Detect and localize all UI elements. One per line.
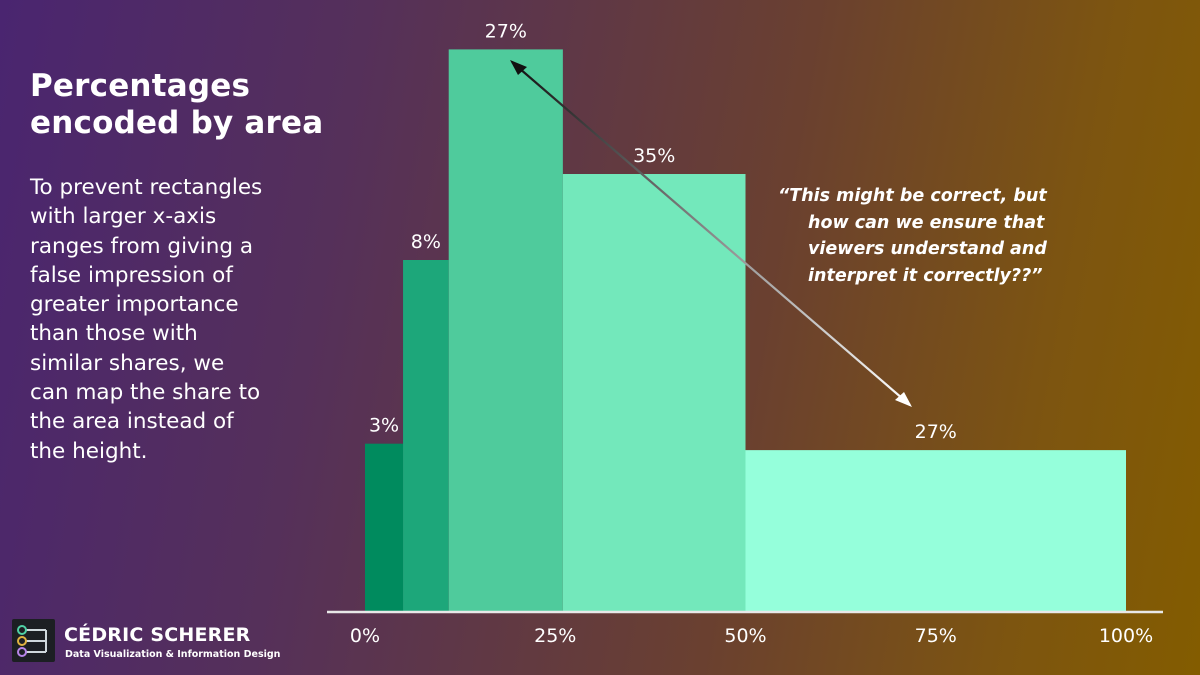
bar-value-label: 8%: [411, 231, 441, 253]
bars-group: [365, 49, 1126, 611]
bar-value-label: 3%: [369, 415, 399, 437]
bar-segment-5: [745, 450, 1126, 611]
bar-segment-4: [562, 174, 746, 611]
title-line-1: Percentages: [30, 68, 251, 104]
description-line: with larger x-axis: [30, 204, 217, 230]
description-line: than those with: [30, 321, 198, 347]
bar-segment-2: [403, 260, 449, 611]
description-line: greater importance: [30, 292, 239, 318]
description-line: the area instead of: [30, 409, 234, 435]
circuit-nodes-logo-icon: [12, 619, 55, 662]
chart-title: Percentages encoded by area: [30, 68, 360, 142]
description-line: To prevent rectangles: [30, 175, 263, 200]
description-line: the height.: [30, 438, 148, 464]
annotation-quote: “This might be correct, but how can we e…: [778, 183, 1108, 289]
quote-line: how can we ensure that: [808, 212, 1045, 233]
description-line: ranges from giving a: [30, 233, 254, 259]
arrow-head-end: [895, 392, 912, 407]
description-text: To prevent rectangles with larger x-axis…: [30, 173, 335, 466]
x-tick-label: 25%: [534, 625, 576, 647]
brand-logo: CÉDRIC SCHERER Data Visualization & Info…: [12, 619, 280, 664]
bar-value-label: 27%: [485, 20, 527, 42]
x-tick-labels-group: 0% 25% 50% 75% 100%: [350, 625, 1153, 647]
bar-segment-3: [448, 49, 563, 611]
x-tick-label: 75%: [915, 625, 957, 647]
bar-labels-group: 3% 8% 27% 35% 27%: [369, 20, 957, 443]
description-line: similar shares, we: [30, 350, 225, 376]
title-line-2: encoded by area: [30, 105, 324, 141]
x-tick-label: 100%: [1099, 625, 1153, 647]
brand-name: CÉDRIC SCHERER: [64, 624, 251, 646]
bar-segment-1: [365, 443, 404, 611]
description-line: false impression of: [30, 262, 233, 288]
brand-tagline: Data Visualization & Information Design: [65, 649, 281, 660]
description-line: can map the share to: [30, 380, 261, 406]
quote-line: viewers understand and: [808, 239, 1047, 259]
bar-value-label: 27%: [915, 421, 957, 443]
x-tick-label: 50%: [724, 625, 766, 647]
quote-line: interpret it correctly??”: [808, 265, 1043, 286]
bar-value-label: 35%: [633, 145, 675, 167]
x-tick-label: 0%: [350, 625, 380, 647]
quote-line: “This might be correct, but: [778, 186, 1047, 206]
comparison-arrow-line: [511, 61, 911, 406]
arrow-head-start: [510, 60, 527, 75]
